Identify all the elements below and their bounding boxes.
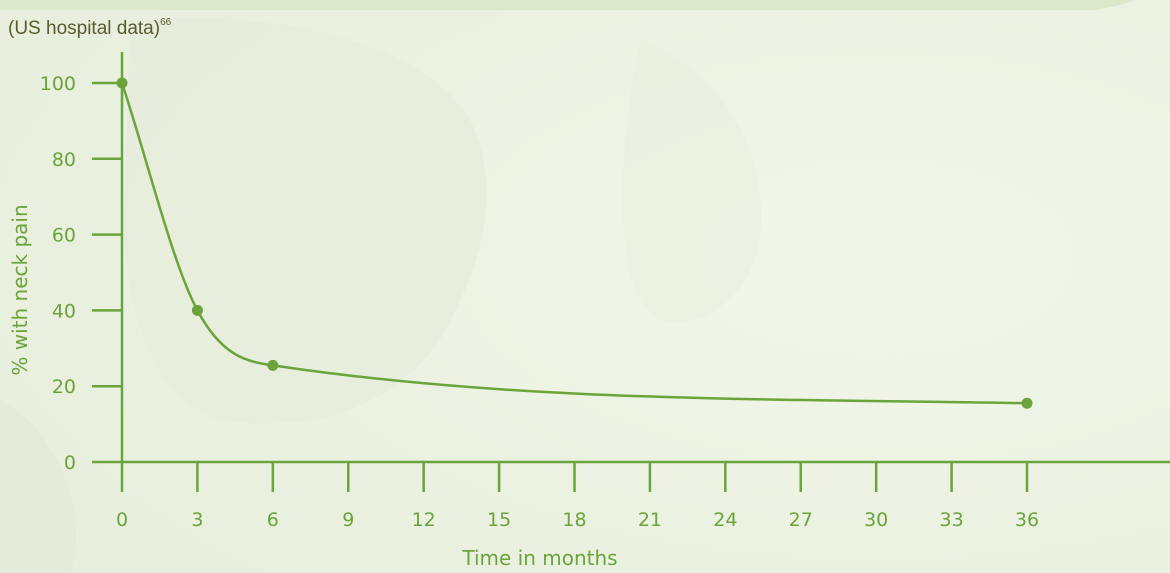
x-tick-label: 18 [562, 509, 586, 531]
series-group [116, 77, 1033, 409]
y-axis-ticks: 0 20 40 60 80 100 [40, 73, 122, 474]
reference-superscript: 66 [160, 16, 172, 28]
series-line [120, 82, 1028, 405]
x-tick-label: 9 [342, 509, 354, 531]
x-tick-label: 27 [789, 509, 813, 531]
y-tick-label: 60 [52, 225, 76, 247]
data-point [1021, 397, 1033, 409]
x-tick-label: 21 [638, 509, 662, 531]
data-point [191, 304, 203, 316]
x-axis-ticks: 0 3 6 9 12 15 18 21 24 27 30 33 36 [116, 462, 1039, 531]
x-tick-label: 0 [116, 509, 128, 531]
x-axis-label: Time in months [461, 546, 617, 570]
x-tick-label: 6 [267, 509, 279, 531]
x-tick-label: 36 [1015, 509, 1039, 531]
x-tick-label: 24 [713, 509, 737, 531]
y-tick-label: 0 [64, 452, 76, 474]
subtitle-text: (US hospital data) [8, 18, 161, 39]
chart-subtitle: (US hospital data)66 [8, 16, 172, 40]
x-tick-label: 12 [412, 509, 436, 531]
y-axis-label: % with neck pain [8, 204, 32, 375]
x-tick-label: 15 [487, 509, 511, 531]
y-tick-label: 100 [40, 73, 76, 95]
y-tick-label: 40 [52, 300, 76, 322]
data-point [116, 77, 128, 89]
x-tick-label: 3 [191, 509, 203, 531]
data-point [267, 359, 279, 371]
x-tick-label: 30 [864, 509, 888, 531]
y-tick-label: 20 [52, 376, 76, 398]
y-tick-label: 80 [52, 149, 76, 171]
x-tick-label: 33 [939, 509, 963, 531]
chart-axes [92, 52, 1170, 464]
